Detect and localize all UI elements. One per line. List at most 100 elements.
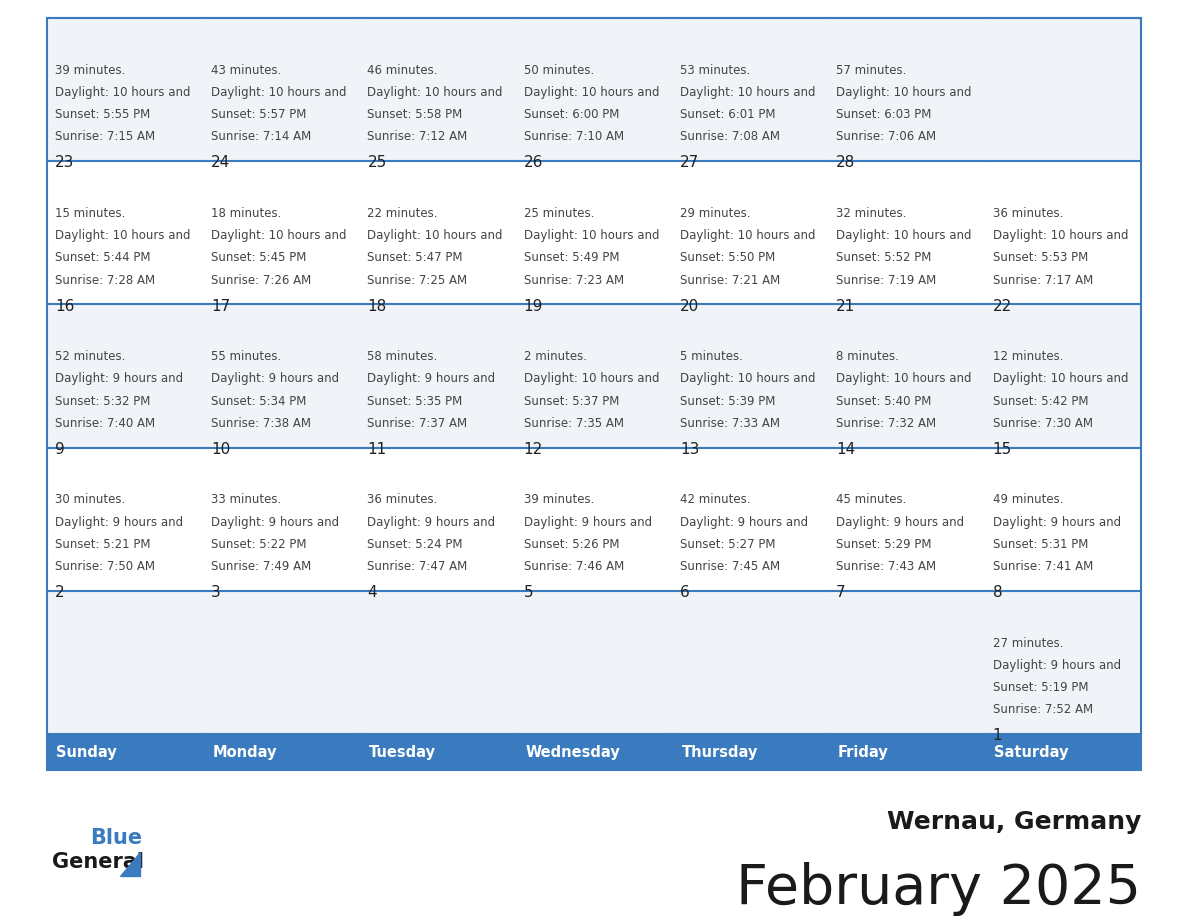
Bar	[672, 448, 828, 591]
Text: 42 minutes.: 42 minutes.	[680, 493, 751, 507]
Bar	[828, 305, 985, 448]
Text: Sunset: 5:26 PM: Sunset: 5:26 PM	[524, 538, 619, 551]
Text: Sunrise: 7:28 AM: Sunrise: 7:28 AM	[55, 274, 154, 286]
Text: 20: 20	[680, 298, 700, 314]
Text: 22 minutes.: 22 minutes.	[367, 207, 438, 220]
Text: Sunset: 5:34 PM: Sunset: 5:34 PM	[211, 395, 307, 408]
Bar	[828, 18, 985, 162]
Text: Daylight: 10 hours and: Daylight: 10 hours and	[680, 230, 815, 242]
Text: 36 minutes.: 36 minutes.	[367, 493, 437, 507]
Text: 16: 16	[55, 298, 74, 314]
Text: Daylight: 9 hours and: Daylight: 9 hours and	[211, 373, 340, 386]
Text: General: General	[52, 852, 144, 872]
Bar	[48, 162, 203, 305]
Text: Daylight: 10 hours and: Daylight: 10 hours and	[836, 86, 972, 99]
Bar	[985, 734, 1140, 770]
Text: 15 minutes.: 15 minutes.	[55, 207, 125, 220]
Bar	[360, 591, 516, 734]
Bar	[48, 305, 203, 448]
Text: 32 minutes.: 32 minutes.	[836, 207, 906, 220]
Bar	[672, 591, 828, 734]
Bar	[360, 162, 516, 305]
Text: 21: 21	[836, 298, 855, 314]
Text: Sunrise: 7:41 AM: Sunrise: 7:41 AM	[992, 560, 1093, 573]
Text: 33 minutes.: 33 minutes.	[211, 493, 282, 507]
Text: Sunrise: 7:40 AM: Sunrise: 7:40 AM	[55, 417, 154, 430]
Text: Sunset: 5:24 PM: Sunset: 5:24 PM	[367, 538, 463, 551]
Text: 39 minutes.: 39 minutes.	[524, 493, 594, 507]
Bar	[360, 448, 516, 591]
Text: Friday: Friday	[838, 744, 889, 759]
Text: Monday: Monday	[213, 744, 277, 759]
Bar	[360, 18, 516, 162]
Bar	[516, 734, 672, 770]
Text: 28: 28	[836, 155, 855, 171]
Text: 25 minutes.: 25 minutes.	[524, 207, 594, 220]
Text: Sunrise: 7:17 AM: Sunrise: 7:17 AM	[992, 274, 1093, 286]
Text: 26: 26	[524, 155, 543, 171]
Text: Daylight: 10 hours and: Daylight: 10 hours and	[367, 86, 503, 99]
Text: 2: 2	[55, 585, 64, 600]
Text: Sunday: Sunday	[56, 744, 118, 759]
Text: Sunrise: 7:47 AM: Sunrise: 7:47 AM	[367, 560, 468, 573]
Bar	[516, 591, 672, 734]
Bar	[672, 305, 828, 448]
Text: 49 minutes.: 49 minutes.	[992, 493, 1063, 507]
Text: Sunrise: 7:21 AM: Sunrise: 7:21 AM	[680, 274, 781, 286]
Bar	[828, 162, 985, 305]
Text: Sunrise: 7:10 AM: Sunrise: 7:10 AM	[524, 130, 624, 143]
Text: 13: 13	[680, 442, 700, 457]
Text: Sunrise: 7:23 AM: Sunrise: 7:23 AM	[524, 274, 624, 286]
Text: Saturday: Saturday	[994, 744, 1068, 759]
Text: 25: 25	[367, 155, 386, 171]
Text: 27 minutes.: 27 minutes.	[992, 636, 1063, 650]
Text: Daylight: 10 hours and: Daylight: 10 hours and	[992, 373, 1129, 386]
Text: 6: 6	[680, 585, 690, 600]
Text: 5: 5	[524, 585, 533, 600]
Text: Daylight: 9 hours and: Daylight: 9 hours and	[211, 516, 340, 529]
Bar	[828, 734, 985, 770]
Text: 57 minutes.: 57 minutes.	[836, 64, 906, 77]
Text: 36 minutes.: 36 minutes.	[992, 207, 1063, 220]
Text: 19: 19	[524, 298, 543, 314]
Bar	[985, 448, 1140, 591]
Text: Sunset: 5:52 PM: Sunset: 5:52 PM	[836, 252, 931, 264]
Text: Wednesday: Wednesday	[525, 744, 620, 759]
Text: Sunrise: 7:33 AM: Sunrise: 7:33 AM	[680, 417, 781, 430]
Text: Sunset: 5:35 PM: Sunset: 5:35 PM	[367, 395, 462, 408]
Bar	[985, 591, 1140, 734]
Bar	[48, 18, 1140, 770]
Text: 29 minutes.: 29 minutes.	[680, 207, 751, 220]
Text: Sunset: 5:50 PM: Sunset: 5:50 PM	[680, 252, 776, 264]
Text: Daylight: 10 hours and: Daylight: 10 hours and	[524, 86, 659, 99]
Text: Sunset: 5:29 PM: Sunset: 5:29 PM	[836, 538, 931, 551]
Text: Sunset: 5:58 PM: Sunset: 5:58 PM	[367, 108, 462, 121]
Text: Daylight: 9 hours and: Daylight: 9 hours and	[367, 373, 495, 386]
Text: 30 minutes.: 30 minutes.	[55, 493, 125, 507]
Bar	[516, 448, 672, 591]
Text: Daylight: 10 hours and: Daylight: 10 hours and	[55, 86, 190, 99]
Bar	[672, 734, 828, 770]
Text: Sunrise: 7:06 AM: Sunrise: 7:06 AM	[836, 130, 936, 143]
Text: Sunset: 5:55 PM: Sunset: 5:55 PM	[55, 108, 150, 121]
Bar	[48, 18, 203, 162]
Text: Sunset: 5:42 PM: Sunset: 5:42 PM	[992, 395, 1088, 408]
Text: 17: 17	[211, 298, 230, 314]
Text: Sunset: 5:45 PM: Sunset: 5:45 PM	[211, 252, 307, 264]
Text: 15: 15	[992, 442, 1012, 457]
Text: Daylight: 10 hours and: Daylight: 10 hours and	[211, 86, 347, 99]
Text: Sunrise: 7:37 AM: Sunrise: 7:37 AM	[367, 417, 468, 430]
Text: 24: 24	[211, 155, 230, 171]
Bar	[203, 591, 360, 734]
Text: Sunset: 5:37 PM: Sunset: 5:37 PM	[524, 395, 619, 408]
Text: 27: 27	[680, 155, 700, 171]
Text: Sunrise: 7:35 AM: Sunrise: 7:35 AM	[524, 417, 624, 430]
Text: Daylight: 9 hours and: Daylight: 9 hours and	[367, 516, 495, 529]
Text: Daylight: 9 hours and: Daylight: 9 hours and	[992, 516, 1120, 529]
Text: Blue: Blue	[90, 828, 143, 848]
Text: Daylight: 10 hours and: Daylight: 10 hours and	[680, 373, 815, 386]
Text: 14: 14	[836, 442, 855, 457]
Bar	[985, 305, 1140, 448]
Text: 9: 9	[55, 442, 64, 457]
Text: Daylight: 9 hours and: Daylight: 9 hours and	[524, 516, 652, 529]
